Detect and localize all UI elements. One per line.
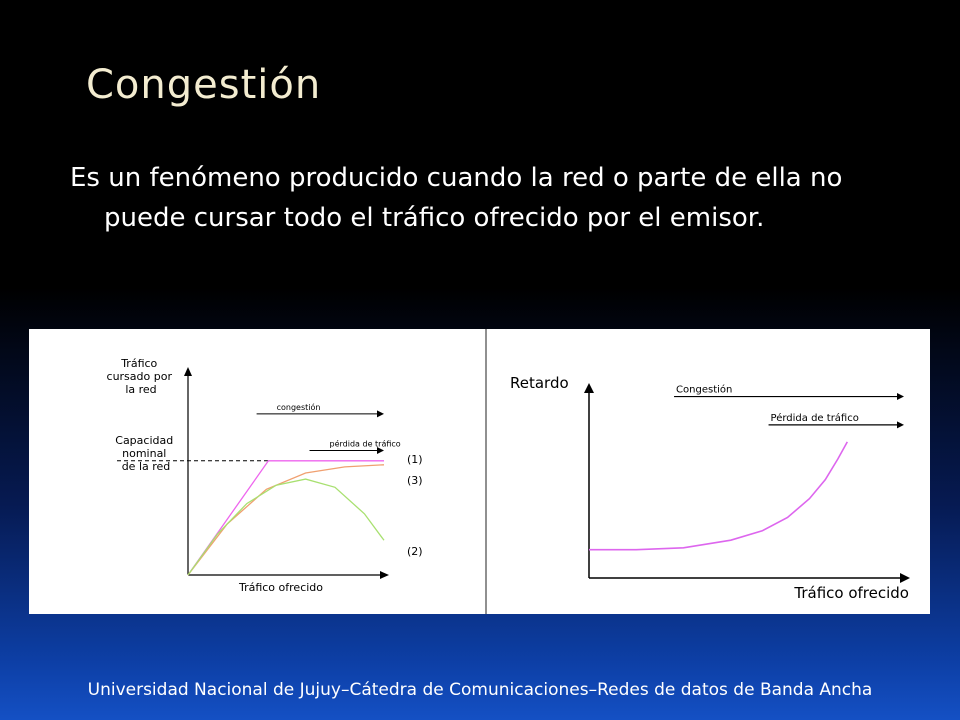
- c1-series-1-label: (1): [407, 453, 423, 466]
- c1-x-axis-arrow: [380, 571, 389, 579]
- c2-y-axis-arrow: [584, 383, 594, 393]
- c2-region-traffic-loss-label: Pérdida de tráfico: [771, 412, 859, 424]
- c1-capacity-label: Capacidad nominal de la red: [115, 434, 176, 473]
- c1-region-congestion: congestión: [256, 402, 384, 418]
- c2-region-congestion-label: Congestión: [676, 384, 732, 396]
- c2-xlabel: Tráfico ofrecido: [793, 584, 909, 602]
- c1-series-2: [187, 478, 385, 576]
- c1-region-congestion-arrowhead: [377, 410, 384, 418]
- congestion-figure: Tráfico cursado por la red Capacidad nom…: [29, 329, 930, 614]
- slide-paragraph: Es un fenómeno producido cuando la red o…: [70, 163, 843, 233]
- c2-region-congestion-arrowhead: [897, 393, 904, 401]
- c1-ylabel: Tráfico cursado por la red: [107, 357, 176, 396]
- c2-x-axis-arrow: [900, 573, 910, 583]
- c2-region-traffic-loss: Pérdida de tráfico: [768, 412, 904, 429]
- c1-region-traffic-loss-arrowhead: [377, 447, 384, 455]
- c1-series-1: [187, 460, 384, 576]
- c2-region-traffic-loss-arrowhead: [897, 421, 904, 429]
- c1-series-3-label: (3): [407, 474, 423, 487]
- c2-region-congestion: Congestión: [674, 384, 904, 401]
- c1-region-traffic-loss-label: pérdida de tráfico: [330, 439, 401, 449]
- c1-y-axis-arrow: [184, 367, 192, 376]
- c2-series-delay: [589, 441, 849, 551]
- c1-region-traffic-loss: pérdida de tráfico: [309, 439, 401, 455]
- c1-xlabel: Tráfico ofrecido: [238, 581, 323, 594]
- slide-footer: Universidad Nacional de Jujuy–Cátedra de…: [87, 680, 873, 700]
- chart-delay: Retardo Tráfico ofrecido Congestión Pérd…: [510, 374, 910, 602]
- c1-series-3: [187, 464, 385, 576]
- slide-title: Congestión: [86, 62, 322, 108]
- c1-series-2-label: (2): [407, 545, 423, 558]
- c2-ylabel: Retardo: [510, 374, 569, 392]
- charts-svg: Tráfico cursado por la red Capacidad nom…: [107, 329, 910, 614]
- chart-throughput: Tráfico cursado por la red Capacidad nom…: [107, 357, 423, 594]
- c1-region-congestion-label: congestión: [277, 402, 321, 412]
